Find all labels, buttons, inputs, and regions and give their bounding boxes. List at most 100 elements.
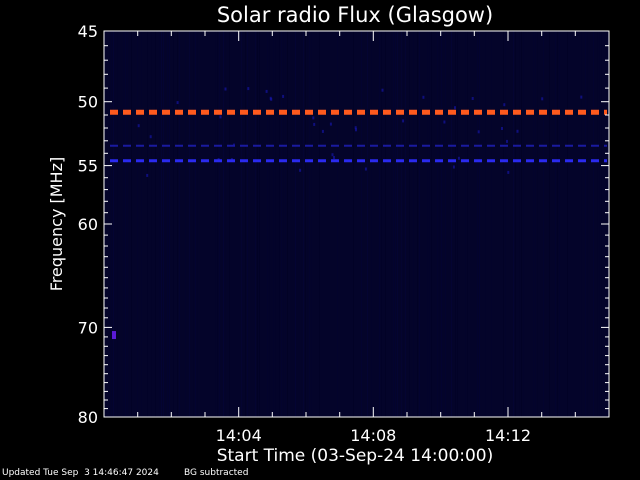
noise-streak xyxy=(503,31,504,417)
noise-streak xyxy=(445,31,446,417)
noise-streak xyxy=(259,31,260,417)
noise-speckle xyxy=(422,95,425,99)
noise-streak xyxy=(113,31,114,417)
noise-speckle xyxy=(333,156,335,159)
noise-streak xyxy=(311,31,312,417)
y-tick-label: 50 xyxy=(78,93,98,112)
noise-streak xyxy=(189,31,190,417)
noise-streak xyxy=(439,31,440,417)
y-axis-ticks: 45 50 55 60 70 80 xyxy=(78,22,609,427)
noise-streak xyxy=(217,31,218,417)
noise-streak xyxy=(521,31,522,417)
noise-streak xyxy=(241,31,242,417)
noise-speckle xyxy=(355,128,357,132)
noise-speckle xyxy=(471,97,474,100)
noise-speckle xyxy=(507,170,510,174)
noise-streak xyxy=(301,31,302,417)
noise-streak xyxy=(485,31,486,417)
noise-streak xyxy=(257,31,258,417)
noise-streak xyxy=(197,31,198,417)
noise-streak xyxy=(353,31,354,417)
noise-streak xyxy=(225,31,226,417)
noise-speckle xyxy=(313,122,316,126)
noise-spot xyxy=(112,331,116,340)
noise-speckle xyxy=(454,106,456,110)
noise-streak xyxy=(451,31,452,417)
noise-streak xyxy=(267,31,268,417)
noise-streak xyxy=(401,31,402,417)
noise-streak xyxy=(599,31,600,417)
noise-speckle xyxy=(331,153,334,157)
x-axis-label: Start Time (03-Sep-24 14:00:00) xyxy=(217,446,494,466)
noise-speckle xyxy=(224,87,227,91)
noise-streak xyxy=(147,31,148,417)
noise-streak xyxy=(593,31,594,417)
noise-streak xyxy=(557,31,558,417)
noise-speckle xyxy=(541,97,544,101)
noise-speckle xyxy=(364,167,367,171)
noise-streak xyxy=(367,31,368,417)
noise-streak xyxy=(491,31,492,417)
noise-speckle xyxy=(247,87,250,91)
noise-streak xyxy=(283,31,284,417)
x-tick-label: 14:08 xyxy=(350,426,396,445)
noise-speckle xyxy=(501,127,503,130)
noise-speckle xyxy=(402,119,405,123)
y-tick-label: 80 xyxy=(78,408,98,427)
noise-streak xyxy=(185,31,186,417)
noise-streak xyxy=(429,31,430,417)
noise-streak xyxy=(287,31,288,417)
noise-streak xyxy=(581,31,582,417)
noise-streak xyxy=(219,31,220,417)
spectrogram-background xyxy=(104,31,609,417)
noise-streak xyxy=(513,31,514,417)
noise-speckle xyxy=(516,129,519,133)
noise-streak xyxy=(543,31,544,417)
noise-streak xyxy=(279,31,280,417)
noise-streak xyxy=(303,31,304,417)
noise-streak xyxy=(177,31,178,417)
noise-streak xyxy=(587,31,588,417)
noise-streak xyxy=(409,31,410,417)
interference-bands xyxy=(110,109,607,163)
noise-streak xyxy=(417,31,418,417)
y-tick-label: 70 xyxy=(78,318,98,337)
noise-streak xyxy=(127,31,128,417)
noise-streak xyxy=(567,31,568,417)
noise-streak xyxy=(167,31,168,417)
noise-streak xyxy=(381,31,382,417)
noise-streak xyxy=(223,31,224,417)
noise-speckle xyxy=(137,124,140,128)
noise-streak xyxy=(457,31,458,417)
noise-streak xyxy=(229,31,230,417)
noise-streak xyxy=(137,31,138,417)
noise-streak xyxy=(537,31,538,417)
noise-streak xyxy=(319,31,320,417)
noise-speckle xyxy=(269,96,272,100)
noise-streak xyxy=(295,31,296,417)
noise-streak xyxy=(245,31,246,417)
noise-speckle xyxy=(457,156,460,160)
noise-streak xyxy=(431,31,432,417)
spectrogram-noise xyxy=(109,31,602,417)
noise-streak xyxy=(395,31,396,417)
updated-timestamp: Updated Tue Sep 3 14:46:47 2024 xyxy=(2,468,159,478)
bg-subtracted-note: BG subtracted xyxy=(184,468,249,478)
noise-speckle xyxy=(146,173,149,177)
noise-streak xyxy=(391,31,392,417)
y-tick-label: 45 xyxy=(78,22,98,41)
noise-streak xyxy=(597,31,598,417)
noise-streak xyxy=(269,31,270,417)
noise-streak xyxy=(403,31,404,417)
noise-streak xyxy=(549,31,550,417)
plot-area xyxy=(104,31,609,417)
noise-streak xyxy=(361,31,362,417)
chart-title: Solar radio Flux (Glasgow) xyxy=(217,3,493,27)
y-axis-label: Frequency [MHz] xyxy=(47,157,66,291)
noise-speckle xyxy=(381,88,384,92)
noise-streak xyxy=(131,31,132,417)
noise-streak xyxy=(379,31,380,417)
x-axis-ticks: 14:04 14:08 14:12 xyxy=(137,31,576,445)
noise-streak xyxy=(533,31,534,417)
noise-streak xyxy=(523,31,524,417)
